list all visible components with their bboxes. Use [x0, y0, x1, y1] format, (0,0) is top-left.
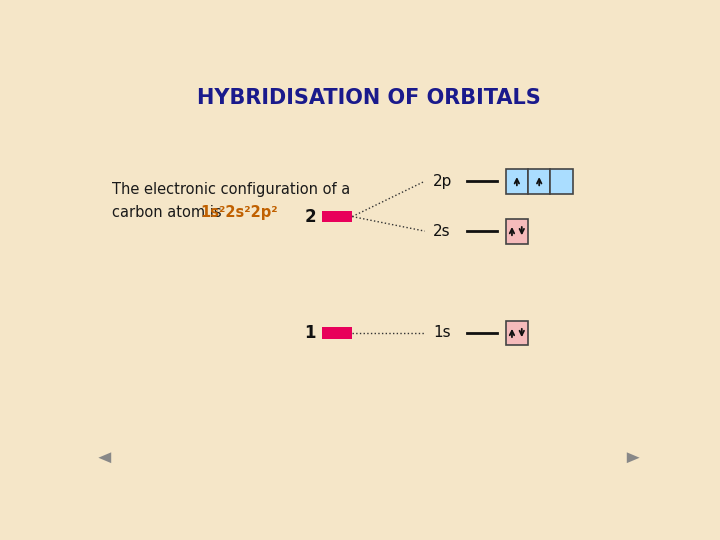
Bar — [322, 211, 352, 222]
Bar — [322, 327, 352, 339]
Text: 2p: 2p — [433, 174, 453, 188]
Bar — [505, 168, 528, 194]
Text: 1s: 1s — [433, 326, 451, 341]
Text: 2: 2 — [305, 207, 316, 226]
Polygon shape — [99, 453, 111, 463]
Text: The electronic configuration of a: The electronic configuration of a — [112, 182, 351, 197]
Bar — [550, 168, 572, 194]
Text: 2s: 2s — [433, 224, 451, 239]
Polygon shape — [627, 453, 639, 463]
Bar — [505, 321, 528, 346]
Text: HYBRIDISATION OF ORBITALS: HYBRIDISATION OF ORBITALS — [197, 88, 541, 108]
Text: 1: 1 — [305, 324, 316, 342]
Bar — [528, 168, 550, 194]
Text: carbon atom is: carbon atom is — [112, 205, 227, 220]
Bar — [505, 219, 528, 244]
Text: 1s²2s²2p²: 1s²2s²2p² — [200, 205, 277, 220]
